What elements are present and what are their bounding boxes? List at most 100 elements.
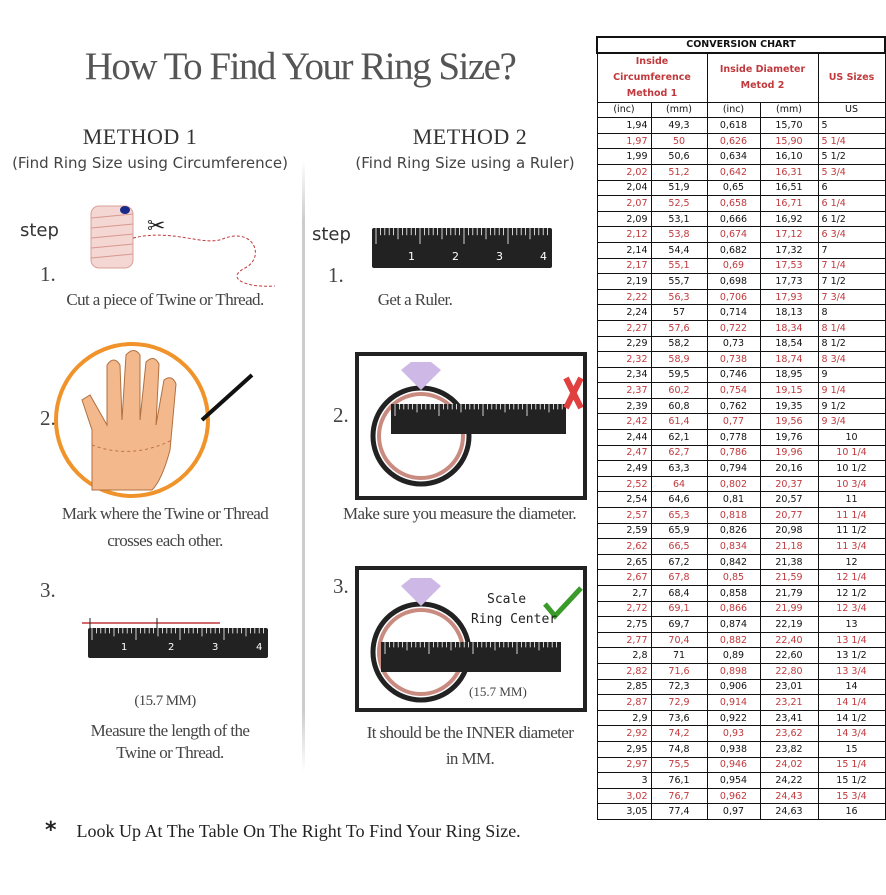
us-size: 5	[817, 117, 886, 134]
table-row: 2,65 67,2 0,842 21,38 12	[596, 553, 886, 571]
circumference-inch: 2,04	[596, 179, 652, 197]
ruler: 1 2 3 4	[88, 628, 268, 658]
circumference-inch: 2,62	[596, 538, 652, 555]
table-row: 2,12 53,8 0,674 17,12 6 3/4	[596, 226, 886, 243]
circumference-mm: 75,5	[650, 756, 708, 774]
diameter-inch: 0,618	[706, 117, 761, 134]
circumference-mm: 59,5	[650, 366, 708, 384]
diameter-inch: 0,658	[706, 195, 761, 212]
diameter-mm: 17,53	[759, 257, 819, 275]
step-text: Make sure you measure the diameter.	[343, 504, 577, 523]
table-row: 1,99 50,6 0,634 16,10 5 1/2	[596, 148, 886, 165]
footer-note: * Look Up At The Table On The Right To Fi…	[45, 818, 521, 843]
thread-on-ruler-icon	[82, 618, 220, 628]
table-row: 2,07 52,5 0,658 16,71 6 1/4	[596, 195, 886, 212]
us-size: 5 1/4	[817, 132, 886, 150]
step-number: 3.	[333, 574, 349, 598]
us-size: 8 1/2	[817, 335, 886, 353]
circumference-mm: 53,8	[650, 226, 708, 243]
table-row: 3,05 77,4 0,97 24,63 16	[596, 803, 886, 820]
diameter-inch: 0,834	[706, 538, 761, 555]
diameter-mm: 20,77	[759, 507, 819, 524]
us-size: 14 3/4	[817, 725, 886, 742]
circumference-mm: 76,7	[650, 787, 708, 805]
diameter-inch: 0,69	[706, 257, 761, 275]
table-row: 2,95 74,8 0,938 23,82 15	[596, 740, 886, 758]
us-size: 15 3/4	[817, 787, 886, 805]
diameter-inch: 0,794	[706, 460, 761, 477]
circumference-mm: 64,6	[650, 491, 708, 509]
diameter-mm: 19,15	[759, 382, 819, 399]
diameter-mm: 23,41	[759, 709, 819, 727]
diameter-mm: 16,31	[759, 163, 819, 181]
asterisk-icon: *	[45, 818, 57, 843]
ruler: 1 2 3 4	[372, 228, 552, 268]
diameter-mm: 16,71	[759, 195, 819, 212]
circumference-mm: 76,1	[650, 772, 708, 789]
thread-spool-scissors-icon: ✂	[90, 205, 276, 287]
circumference-mm: 57	[650, 304, 708, 321]
diameter-mm: 17,93	[759, 288, 819, 306]
table-row: 2,02 51,2 0,642 16,31 5 3/4	[596, 163, 886, 181]
table-row: 2,42 61,4 0,77 19,56 9 3/4	[596, 413, 886, 431]
circumference-inch: 2,57	[596, 507, 652, 524]
diameter-mm: 24,02	[759, 756, 819, 774]
circumference-inch: 1,97	[596, 132, 652, 150]
circumference-mm: 60,2	[650, 382, 708, 399]
circumference-mm: 63,3	[650, 460, 708, 477]
circumference-inch: 2,75	[596, 616, 652, 633]
circumference-mm: 65,3	[650, 507, 708, 524]
circumference-mm: 56,3	[650, 288, 708, 306]
diameter-mm: 20,16	[759, 460, 819, 477]
diameter-inch: 0,738	[706, 351, 761, 368]
table-row: 2,37 60,2 0,754 19,15 9 1/4	[596, 382, 886, 399]
us-size: 9 3/4	[817, 413, 886, 431]
table-row: 2,49 63,3 0,794 20,16 10 1/2	[596, 460, 886, 477]
ruler-number: 2	[452, 250, 459, 263]
table-row: 2,47 62,7 0,786 19,96 10 1/4	[596, 444, 886, 462]
circumference-inch: 2,14	[596, 241, 652, 259]
step-number: 3.	[40, 578, 56, 602]
circumference-mm: 67,8	[650, 569, 708, 586]
ring-correct-icon	[370, 578, 583, 703]
us-size: 6	[817, 179, 886, 197]
diameter-inch: 0,714	[706, 304, 761, 321]
circumference-mm: 72,3	[650, 678, 708, 696]
ruler-ticks	[91, 628, 265, 640]
step-number: 1.	[328, 263, 344, 287]
table-row: 2,39 60,8 0,762 19,35 9 1/2	[596, 397, 886, 415]
circumference-mm: 74,8	[650, 740, 708, 758]
table-row: 2,67 67,8 0,85 21,59 12 1/4	[596, 569, 886, 586]
diameter-inch: 0,682	[706, 241, 761, 259]
diameter-mm: 17,12	[759, 226, 819, 243]
us-size: 5 3/4	[817, 163, 886, 181]
diameter-inch: 0,762	[706, 397, 761, 415]
footer-text: Look Up At The Table On The Right To Fin…	[76, 821, 521, 841]
diameter-mm: 16,10	[759, 148, 819, 165]
table-row: 2,92 74,2 0,93 23,62 14 3/4	[596, 725, 886, 742]
unit-header: (mm)	[759, 101, 819, 119]
diameter-mm: 16,92	[759, 210, 819, 228]
step-number: 1.	[40, 262, 56, 286]
table-row: 2,32 58,9 0,738 18,74 8 3/4	[596, 351, 886, 368]
circumference-inch: 1,94	[596, 117, 652, 134]
diameter-mm: 15,90	[759, 132, 819, 150]
diameter-mm: 21,38	[759, 553, 819, 571]
us-size: 8 1/4	[817, 319, 886, 337]
table-row: 2,17 55,1 0,69 17,53 7 1/4	[596, 257, 886, 275]
diameter-inch: 0,97	[706, 803, 761, 820]
table-row: 2,04 51,9 0,65 16,51 6	[596, 179, 886, 197]
us-size: 13 1/2	[817, 647, 886, 664]
circumference-inch: 2,87	[596, 694, 652, 711]
step-text: in MM.	[445, 749, 495, 768]
diameter-inch: 0,874	[706, 616, 761, 633]
diameter-inch: 0,698	[706, 273, 761, 290]
circumference-inch: 2,37	[596, 382, 652, 399]
diameter-inch: 0,65	[706, 179, 761, 197]
diameter-inch: 0,858	[706, 585, 761, 602]
diameter-mm: 18,74	[759, 351, 819, 368]
step-text: Twine or Thread.	[116, 743, 224, 762]
circumference-mm: 51,2	[650, 163, 708, 181]
step-label: step	[312, 224, 351, 245]
table-row: 2,19 55,7 0,698 17,73 7 1/2	[596, 273, 886, 290]
